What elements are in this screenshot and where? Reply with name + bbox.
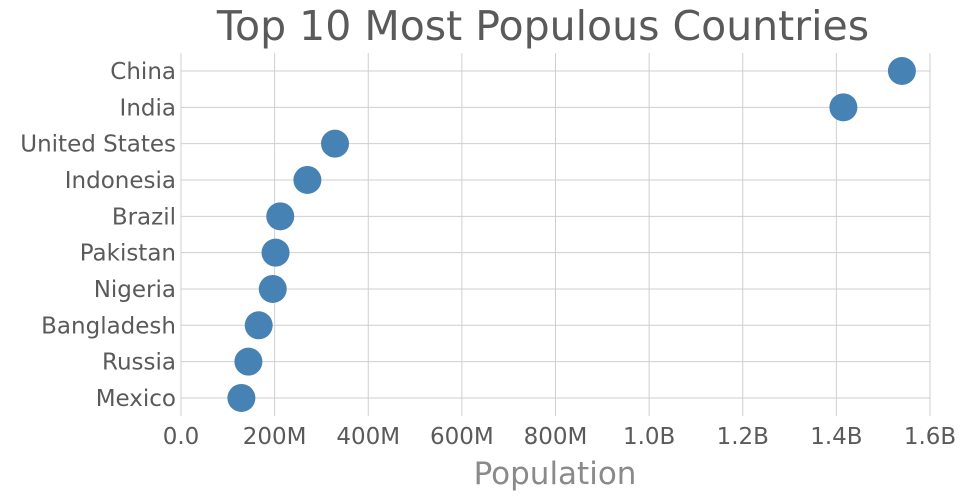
chart-title: Top 10 Most Populous Countries: [216, 2, 869, 50]
data-points: [227, 57, 916, 412]
data-point: [244, 311, 273, 340]
x-tick-label: 1.2B: [717, 424, 769, 450]
y-tick-label: Bangladesh: [41, 313, 176, 339]
y-tick-label: Brazil: [112, 204, 176, 230]
x-tick-label: 1.0B: [623, 424, 675, 450]
data-point: [829, 93, 858, 122]
y-tick-label: United States: [20, 132, 176, 158]
data-point: [227, 383, 256, 412]
x-tick-label: 800M: [524, 424, 588, 450]
x-tick-label: 400M: [336, 424, 400, 450]
y-tick-label: Mexico: [96, 386, 176, 412]
y-tick-label: Nigeria: [94, 277, 176, 303]
data-point: [293, 165, 322, 194]
x-tick-label: 200M: [243, 424, 307, 450]
y-tick-label: Indonesia: [65, 168, 176, 194]
x-tick-label: 600M: [430, 424, 494, 450]
data-point: [887, 57, 916, 85]
y-tick-label: India: [120, 95, 176, 121]
x-tick-label: 0.0: [163, 424, 200, 450]
y-tick-label: Pakistan: [80, 241, 176, 267]
x-tick-label: 1.4B: [810, 424, 862, 450]
data-point: [258, 274, 287, 303]
y-tick-labels: China India United States Indonesia Brazil Pa…: [20, 59, 176, 412]
data-point: [266, 202, 295, 231]
data-point: [321, 129, 350, 158]
y-tick-label: China: [110, 59, 176, 85]
x-tick-label: 1.6B: [904, 424, 956, 450]
grid-layer: [180, 53, 931, 416]
x-tick-labels: 0.0 200M 400M 600M 800M 1.0B 1.2B 1.4B 1.6B: [163, 424, 956, 450]
y-tick-label: Russia: [102, 350, 176, 376]
x-axis-title: Population: [474, 456, 637, 492]
data-point: [261, 238, 290, 267]
data-point: [234, 347, 263, 376]
